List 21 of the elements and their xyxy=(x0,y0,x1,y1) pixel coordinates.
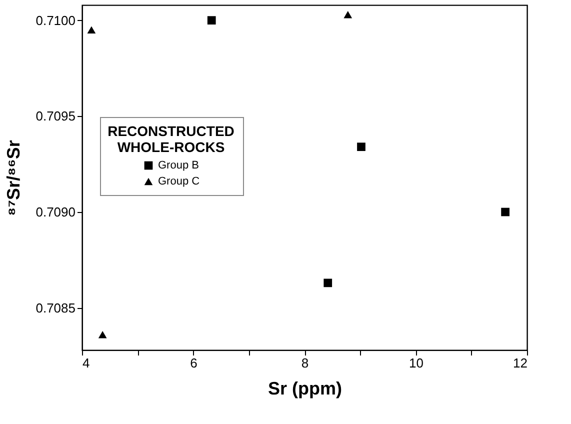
y-tick-label: 0.7100 xyxy=(36,12,76,28)
point xyxy=(501,208,510,216)
x-tick-label: 8 xyxy=(301,356,309,370)
y-tick-label: 0.7090 xyxy=(36,204,76,220)
legend-label: Group C xyxy=(158,176,200,188)
y-tick-label: 0.7085 xyxy=(36,300,76,316)
point xyxy=(207,16,216,25)
x-tick-label: 12 xyxy=(513,356,528,370)
point xyxy=(87,26,96,34)
x-axis-title: Sr (ppm) xyxy=(268,378,342,398)
point xyxy=(324,278,332,288)
point xyxy=(98,331,107,338)
x-tick-label: 6 xyxy=(190,356,198,370)
x-tick-label: 4 xyxy=(82,356,90,370)
point xyxy=(357,142,366,152)
legend-label: Group B xyxy=(158,160,199,172)
y-axis-title: ⁸⁷Sr/⁸⁶Sr xyxy=(4,140,24,216)
point xyxy=(344,10,352,18)
y-tick-label: 0.7095 xyxy=(36,108,76,124)
legend-title: RECONSTRUCTED WHOLE-ROCKS xyxy=(108,123,234,155)
x-tick-label: 10 xyxy=(409,356,424,370)
